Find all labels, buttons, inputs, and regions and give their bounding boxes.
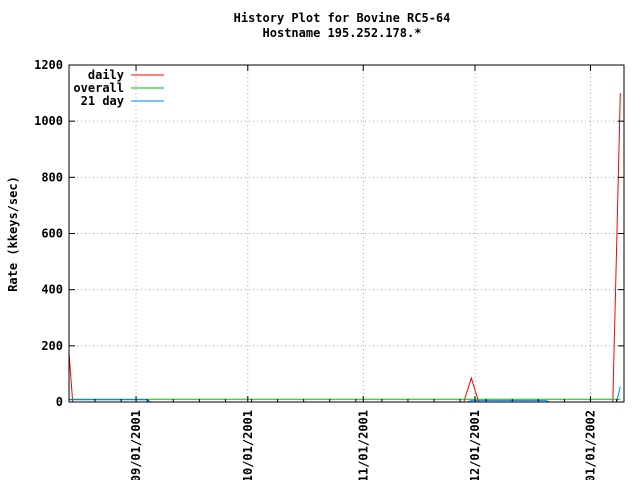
y-tick-label: 1200 bbox=[34, 58, 63, 72]
x-tick-label: 01/01/2002 bbox=[583, 410, 597, 480]
y-tick-label: 400 bbox=[41, 283, 63, 297]
y-tick-label: 1000 bbox=[34, 114, 63, 128]
y-tick-label: 800 bbox=[41, 170, 63, 184]
chart-subtitle: Hostname 195.252.178.* bbox=[263, 26, 422, 40]
y-axis-label: Rate (kkeys/sec) bbox=[6, 176, 20, 292]
legend-label: 21 day bbox=[81, 94, 124, 108]
legend-label: daily bbox=[88, 68, 124, 82]
y-tick-label: 200 bbox=[41, 339, 63, 353]
legend-label: overall bbox=[73, 81, 124, 95]
chart-title: History Plot for Bovine RC5-64 bbox=[234, 11, 451, 25]
x-tick-label: 12/01/2001 bbox=[468, 410, 482, 480]
grid-lines bbox=[69, 65, 624, 402]
x-tick-label: 09/01/2001 bbox=[129, 410, 143, 480]
x-tick-label: 11/01/2001 bbox=[356, 410, 370, 480]
y-tick-label: 600 bbox=[41, 227, 63, 241]
axis-ticks: 0 200 400 600 800 1000 1200 09/01/2001 10/01/200… bbox=[34, 58, 624, 480]
x-tick-label: 10/01/2001 bbox=[241, 410, 255, 480]
y-tick-label: 0 bbox=[56, 395, 63, 409]
